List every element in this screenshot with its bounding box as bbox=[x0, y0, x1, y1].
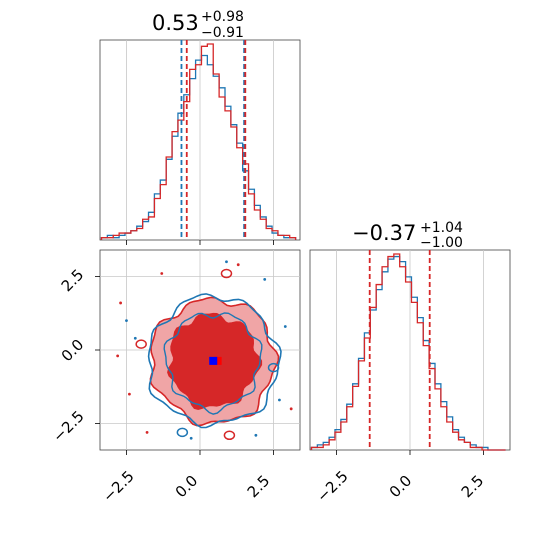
param1-title-value: 0.53 bbox=[152, 11, 199, 35]
ytick-2d-1: 0.0 bbox=[58, 336, 88, 366]
contour-blue-outer bbox=[147, 293, 282, 429]
satellite-contour-4 bbox=[220, 268, 233, 279]
panel-2d-contour: −2.5 0.0 2.5 2.5 0.0 −2.5 bbox=[49, 249, 301, 506]
ytick-2d-0: 2.5 bbox=[58, 266, 88, 296]
xtick-2d-1: 0.0 bbox=[172, 472, 202, 502]
outlier-point-12 bbox=[119, 301, 122, 305]
xtick-right-2: 2.5 bbox=[458, 472, 488, 502]
outlier-point-1 bbox=[133, 336, 137, 340]
ytick-2d-2: −2.5 bbox=[49, 407, 87, 445]
marker-red bbox=[213, 356, 222, 365]
param2-title-value: −0.37 bbox=[352, 221, 416, 245]
outlier-point-11 bbox=[254, 433, 258, 437]
param2-title-plus: +1.04 bbox=[420, 220, 463, 236]
marker-blue bbox=[209, 356, 218, 365]
outlier-point-2 bbox=[116, 354, 120, 358]
panel-param2-histogram: −0.37 +1.04 −1.00 −2.5 0.0 2.5 bbox=[309, 220, 511, 506]
param1-title-plus: +0.98 bbox=[201, 9, 244, 25]
satellite-contour-2 bbox=[223, 430, 236, 441]
xtick-2d-2: 2.5 bbox=[244, 472, 274, 502]
satellite-contour-3 bbox=[267, 362, 280, 373]
param1-title-minus: −0.91 bbox=[201, 25, 244, 41]
xtick-2d-0: −2.5 bbox=[99, 467, 137, 505]
xtick-right-0: −2.5 bbox=[313, 467, 351, 505]
panel-param1-histogram: 0.53 +0.98 −0.91 bbox=[99, 9, 301, 245]
hist-param1-red bbox=[100, 43, 297, 240]
outlier-point-0 bbox=[125, 319, 128, 322]
hist-param2-red bbox=[310, 253, 506, 451]
outlier-point-5 bbox=[283, 325, 287, 328]
outlier-point-13 bbox=[263, 278, 267, 281]
outlier-point-9 bbox=[225, 260, 228, 264]
outlier-point-8 bbox=[236, 263, 240, 267]
xtick-right-1: 0.0 bbox=[386, 472, 416, 502]
satellite-contour-0 bbox=[135, 339, 147, 349]
satellite-contour-1 bbox=[176, 427, 189, 438]
outlier-point-4 bbox=[145, 430, 149, 434]
outlier-point-6 bbox=[278, 398, 281, 402]
outlier-point-10 bbox=[189, 436, 193, 440]
outlier-point-3 bbox=[128, 392, 131, 396]
contour-blue-inner bbox=[163, 312, 263, 415]
param2-title-minus: −1.00 bbox=[420, 235, 463, 251]
outlier-point-14 bbox=[160, 272, 164, 275]
outlier-point-7 bbox=[289, 407, 293, 411]
